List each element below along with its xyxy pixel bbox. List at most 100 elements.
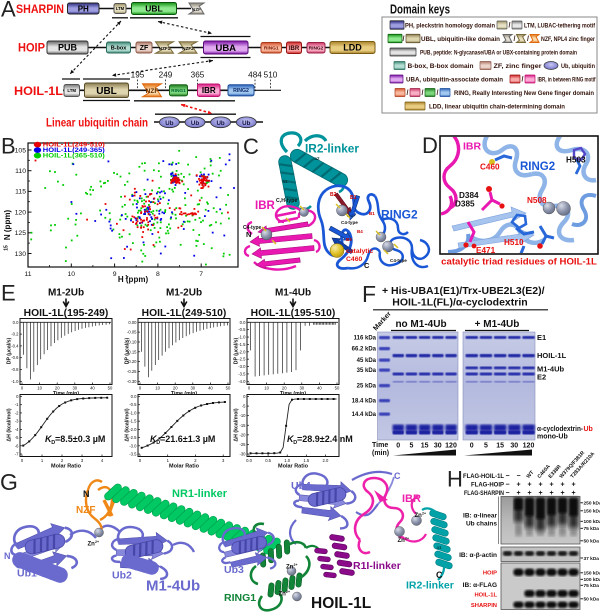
svg-text:RING1: RING1 [264,45,279,51]
svg-text:D: D [51,440,55,446]
svg-text:C: C [364,261,370,270]
svg-text:PUB: PUB [58,43,78,53]
svg-text:HOIL-1L: HOIL-1L [14,84,63,98]
svg-text:K: K [150,434,158,444]
svg-text:0: 0 [16,394,19,399]
svg-text:RING2: RING2 [520,161,555,173]
svg-text:-0.05: -0.05 [127,330,137,335]
svg-text:250 kDa: 250 kDa [584,501,600,507]
svg-text:30: 30 [72,386,77,391]
svg-text:ΔH (kcal/mol): ΔH (kcal/mol) [234,408,240,441]
svg-text:+: + [571,490,575,497]
svg-text:NZF2: NZF2 [182,46,194,51]
svg-text:50: 50 [335,386,340,391]
svg-text:/: / [407,90,409,97]
svg-text:2.0: 2.0 [323,458,329,463]
svg-text:-1.0: -1.0 [238,335,246,340]
svg-text:ΔH (kcal/mol): ΔH (kcal/mol) [7,408,13,441]
svg-text:HOIP: HOIP [18,43,45,55]
svg-text:115: 115 [15,189,26,196]
svg-text:0.00: 0.00 [128,320,137,325]
svg-text:2+: 2+ [95,540,99,544]
svg-text:25 kDa: 25 kDa [357,384,377,390]
svg-text:50: 50 [226,386,231,391]
svg-text:-3.0: -3.0 [129,443,137,448]
svg-text:105: 105 [15,147,27,154]
svg-text:20: 20 [173,386,178,391]
svg-text:−: − [505,490,509,497]
svg-text:Ub: Ub [216,120,224,127]
svg-text:IB: α-linear: IB: α-linear [463,513,497,520]
svg-text:HOIL-1L: HOIL-1L [474,593,497,599]
svg-text:100 kDa: 100 kDa [584,519,600,525]
svg-text:RING2: RING2 [309,45,324,51]
svg-text:+: + [527,482,531,489]
svg-text:110: 110 [15,168,26,175]
svg-text:45 kDa: 45 kDa [357,358,377,364]
svg-text:50 kDa: 50 kDa [584,539,600,545]
svg-text:H: H [447,467,463,492]
svg-text:C,H-type: C,H-type [276,198,297,204]
svg-text:NR1-linker: NR1-linker [172,488,228,500]
svg-text:15: 15 [4,245,10,251]
svg-text:SHARPIN: SHARPIN [471,603,497,609]
svg-text:20: 20 [282,386,287,391]
svg-text:-30: -30 [239,452,246,457]
svg-text:-7: -7 [15,452,19,457]
svg-text:-0.20: -0.20 [127,359,137,364]
svg-text:FLAG-HOIP: FLAG-HOIP [471,482,504,489]
svg-text:K: K [45,434,53,444]
svg-text:150 kDa: 150 kDa [584,509,600,515]
svg-text:-0.5: -0.5 [238,327,246,332]
svg-text:35 kDa: 35 kDa [357,368,377,374]
svg-text:-2.5: -2.5 [238,357,246,362]
svg-text:11: 11 [24,271,31,278]
svg-text:+: + [560,490,564,497]
svg-text:C4-type: C4-type [243,225,262,231]
svg-text:2+: 2+ [405,537,409,541]
svg-text:a1: a1 [282,179,288,184]
svg-text:UBA: UBA [215,43,236,54]
svg-text:Ub: Ub [165,120,173,127]
svg-text:D: D [293,440,297,446]
svg-text:C4-type: C4-type [390,258,407,263]
svg-text:18.4 kDa: 18.4 kDa [352,399,377,405]
svg-text:N: N [246,230,251,239]
svg-text:-0.30: -0.30 [127,379,137,384]
svg-text:-3: -3 [15,419,19,424]
svg-text:B4: B4 [357,229,363,234]
svg-text:Zn: Zn [286,565,294,571]
svg-text:G: G [0,469,18,495]
svg-text:30: 30 [510,443,518,450]
svg-text:20: 20 [55,386,60,391]
svg-text:484: 484 [248,71,262,80]
svg-text:+: + [571,482,575,489]
svg-text:Ub3: Ub3 [224,564,244,576]
svg-text:H (ppm): H (ppm) [118,275,149,284]
svg-text:Ub: Ub [242,120,250,127]
svg-text:3: 3 [222,458,225,463]
svg-text:HOIL-1L: HOIL-1L [537,351,567,360]
svg-text:0: 0 [243,394,246,399]
svg-text:E2: E2 [537,373,546,382]
svg-text:+: + [538,490,542,497]
svg-text:IBR, in between RING motif: IBR, in between RING motif [538,76,597,83]
svg-text:2+: 2+ [286,590,290,594]
svg-text:B-box, B-box domain: B-box, B-box domain [408,63,474,70]
svg-text:C460: C460 [346,256,362,263]
svg-text:-0.10: -0.10 [127,339,137,344]
svg-text:1: 1 [167,458,170,463]
svg-text:HOIL-1L: HOIL-1L [311,595,371,612]
svg-text:catalytic: catalytic [346,248,373,255]
svg-text:RING, Really Interesting New G: RING, Really Interesting New Gene finger… [454,90,594,97]
svg-text:RING2: RING2 [233,88,249,94]
svg-text:-1.0: -1.0 [129,410,137,415]
svg-text:-3.5: -3.5 [129,452,137,457]
svg-text:α-cyclodextrin-: α-cyclodextrin- [537,426,584,433]
svg-text:Zn: Zn [415,513,423,519]
svg-text:H503: H503 [566,156,586,165]
svg-text:+ M1-4Ub: + M1-4Ub [475,319,520,330]
svg-text:-5: -5 [15,435,19,440]
svg-text:N (ppm): N (ppm) [3,210,12,241]
svg-text:50 kDa: 50 kDa [584,597,600,603]
